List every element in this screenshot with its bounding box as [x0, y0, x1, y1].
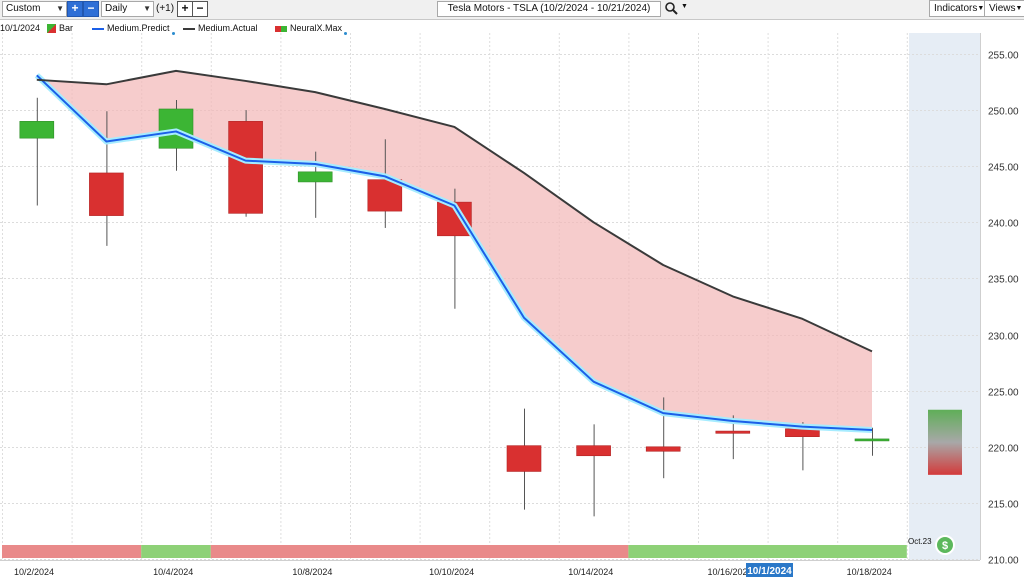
candle-down[interactable] [228, 121, 263, 214]
candle-up[interactable] [19, 121, 55, 139]
settings-dot-icon[interactable] [344, 32, 348, 35]
symbol-title[interactable]: Tesla Motors - TSLA (10/2/2024 - 10/21/2… [437, 1, 661, 17]
x-tick-label: 10/16/2024 [707, 567, 752, 577]
signal-strip-segment [210, 545, 629, 558]
neuralx-forecast-candle[interactable] [928, 409, 962, 475]
y-tick-label: 235.00 [988, 275, 1019, 286]
indicators-label: Indicators [934, 3, 978, 14]
candle-down[interactable] [715, 430, 751, 434]
step-plus-button[interactable]: + [177, 1, 193, 17]
step-label: (+1) [156, 3, 175, 14]
x-tick-label: 10/18/2024 [847, 567, 892, 577]
y-tick-label: 255.00 [988, 51, 1019, 62]
medium-predict-line[interactable] [36, 74, 873, 431]
legend-bar-label: Bar [59, 23, 74, 33]
date-marker-label: Oct.23 [908, 537, 932, 546]
candle-up[interactable] [158, 108, 194, 149]
medium-actual-line[interactable] [36, 69, 873, 353]
dollar-circle-icon[interactable]: $ [935, 535, 955, 555]
chevron-down-icon: ▼ [1015, 5, 1023, 12]
step-minus-button[interactable]: − [192, 1, 208, 17]
chevron-down-icon: ▼ [143, 4, 151, 13]
toolbar: Custom ▼ + − Daily ▼ (+1) + − Tesla Moto… [0, 0, 1024, 20]
candle-down[interactable] [89, 172, 124, 216]
chevron-down-icon: ▼ [56, 4, 64, 13]
signal-strip-segment [628, 545, 907, 558]
y-tick-label: 225.00 [988, 388, 1019, 399]
x-tick-label: 10/2/2024 [14, 567, 54, 577]
chevron-down-icon: ▼ [977, 5, 985, 12]
signal-strip-segment [2, 545, 142, 558]
candle-up[interactable] [297, 171, 333, 183]
legend-neuralx-label: NeuralX.Max [290, 23, 343, 33]
future-area [909, 33, 980, 560]
candle-down[interactable] [576, 445, 611, 457]
x-tick-label: 10/10/2024 [429, 567, 474, 577]
y-tick-label: 215.00 [988, 500, 1019, 511]
neuralx-swatch-icon [275, 25, 287, 32]
magnifier-icon[interactable] [664, 1, 678, 15]
y-tick-label: 240.00 [988, 219, 1019, 230]
legend-item-predict[interactable]: Medium.Predict [92, 21, 175, 35]
legend-predict-label: Medium.Predict [107, 23, 170, 33]
bar-swatch-icon [47, 24, 56, 34]
line-swatch-icon [92, 27, 104, 30]
x-tick-label: 10/4/2024 [153, 567, 193, 577]
preset-dropdown[interactable]: Custom ▼ [2, 1, 67, 17]
x-tick-label: 10/14/2024 [568, 567, 613, 577]
candle-down[interactable] [367, 179, 403, 212]
y-tick-label: 210.00 [988, 556, 1019, 567]
svg-text:$: $ [942, 540, 948, 552]
legend-actual-label: Medium.Actual [198, 23, 258, 33]
legend-item-actual[interactable]: Medium.Actual [183, 21, 258, 35]
zoom-in-button[interactable]: + [67, 1, 83, 17]
y-tick-label: 250.00 [988, 107, 1019, 118]
crosshair-date-label: 10/1/2024 [747, 566, 792, 577]
views-button[interactable]: Views▼ [984, 0, 1024, 17]
y-tick-label: 220.00 [988, 444, 1019, 455]
zoom-out-button[interactable]: − [83, 1, 99, 17]
line-swatch-icon [183, 27, 195, 30]
legend-item-neuralx[interactable]: NeuralX.Max [275, 21, 348, 35]
legend-date: 10/1/2024 [0, 23, 41, 33]
preset-label: Custom [6, 3, 41, 14]
candle-down[interactable] [645, 446, 681, 452]
settings-dot-icon[interactable] [171, 32, 175, 35]
period-label: Daily [105, 3, 128, 14]
views-label: Views [989, 3, 1016, 14]
crosshair-date-box [746, 563, 793, 577]
chevron-down-icon[interactable]: ▼ [681, 3, 688, 10]
period-dropdown[interactable]: Daily ▼ [101, 1, 154, 17]
y-tick-label: 230.00 [988, 332, 1019, 343]
signal-strip-segment [141, 545, 211, 558]
candle-down[interactable] [506, 445, 542, 472]
candle-up[interactable] [854, 438, 890, 442]
legend-item-bar[interactable]: Bar [47, 21, 73, 35]
indicators-button[interactable]: Indicators▼ [929, 0, 990, 17]
x-tick-label: 10/8/2024 [292, 567, 332, 577]
y-tick-label: 245.00 [988, 163, 1019, 174]
